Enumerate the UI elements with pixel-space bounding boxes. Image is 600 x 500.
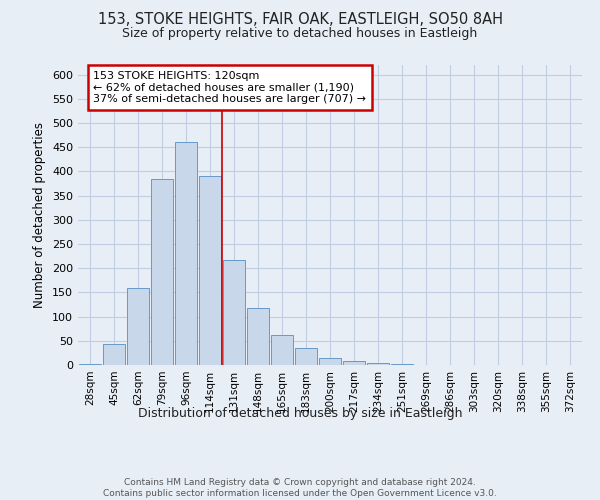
Bar <box>175 142 197 365</box>
Bar <box>103 344 125 365</box>
Bar <box>295 348 317 365</box>
Y-axis label: Number of detached properties: Number of detached properties <box>34 122 46 308</box>
Bar <box>391 364 413 365</box>
Bar <box>127 288 149 365</box>
Bar <box>343 361 365 365</box>
Bar <box>319 358 341 365</box>
Bar <box>151 178 173 365</box>
Text: Distribution of detached houses by size in Eastleigh: Distribution of detached houses by size … <box>138 408 462 420</box>
Text: 153 STOKE HEIGHTS: 120sqm
← 62% of detached houses are smaller (1,190)
37% of se: 153 STOKE HEIGHTS: 120sqm ← 62% of detac… <box>93 71 366 104</box>
Bar <box>223 260 245 365</box>
Bar <box>79 364 101 365</box>
Bar <box>247 308 269 365</box>
Bar <box>367 363 389 365</box>
Bar <box>199 176 221 365</box>
Text: Size of property relative to detached houses in Eastleigh: Size of property relative to detached ho… <box>122 28 478 40</box>
Text: 153, STOKE HEIGHTS, FAIR OAK, EASTLEIGH, SO50 8AH: 153, STOKE HEIGHTS, FAIR OAK, EASTLEIGH,… <box>97 12 503 28</box>
Bar <box>271 334 293 365</box>
Text: Contains HM Land Registry data © Crown copyright and database right 2024.
Contai: Contains HM Land Registry data © Crown c… <box>103 478 497 498</box>
